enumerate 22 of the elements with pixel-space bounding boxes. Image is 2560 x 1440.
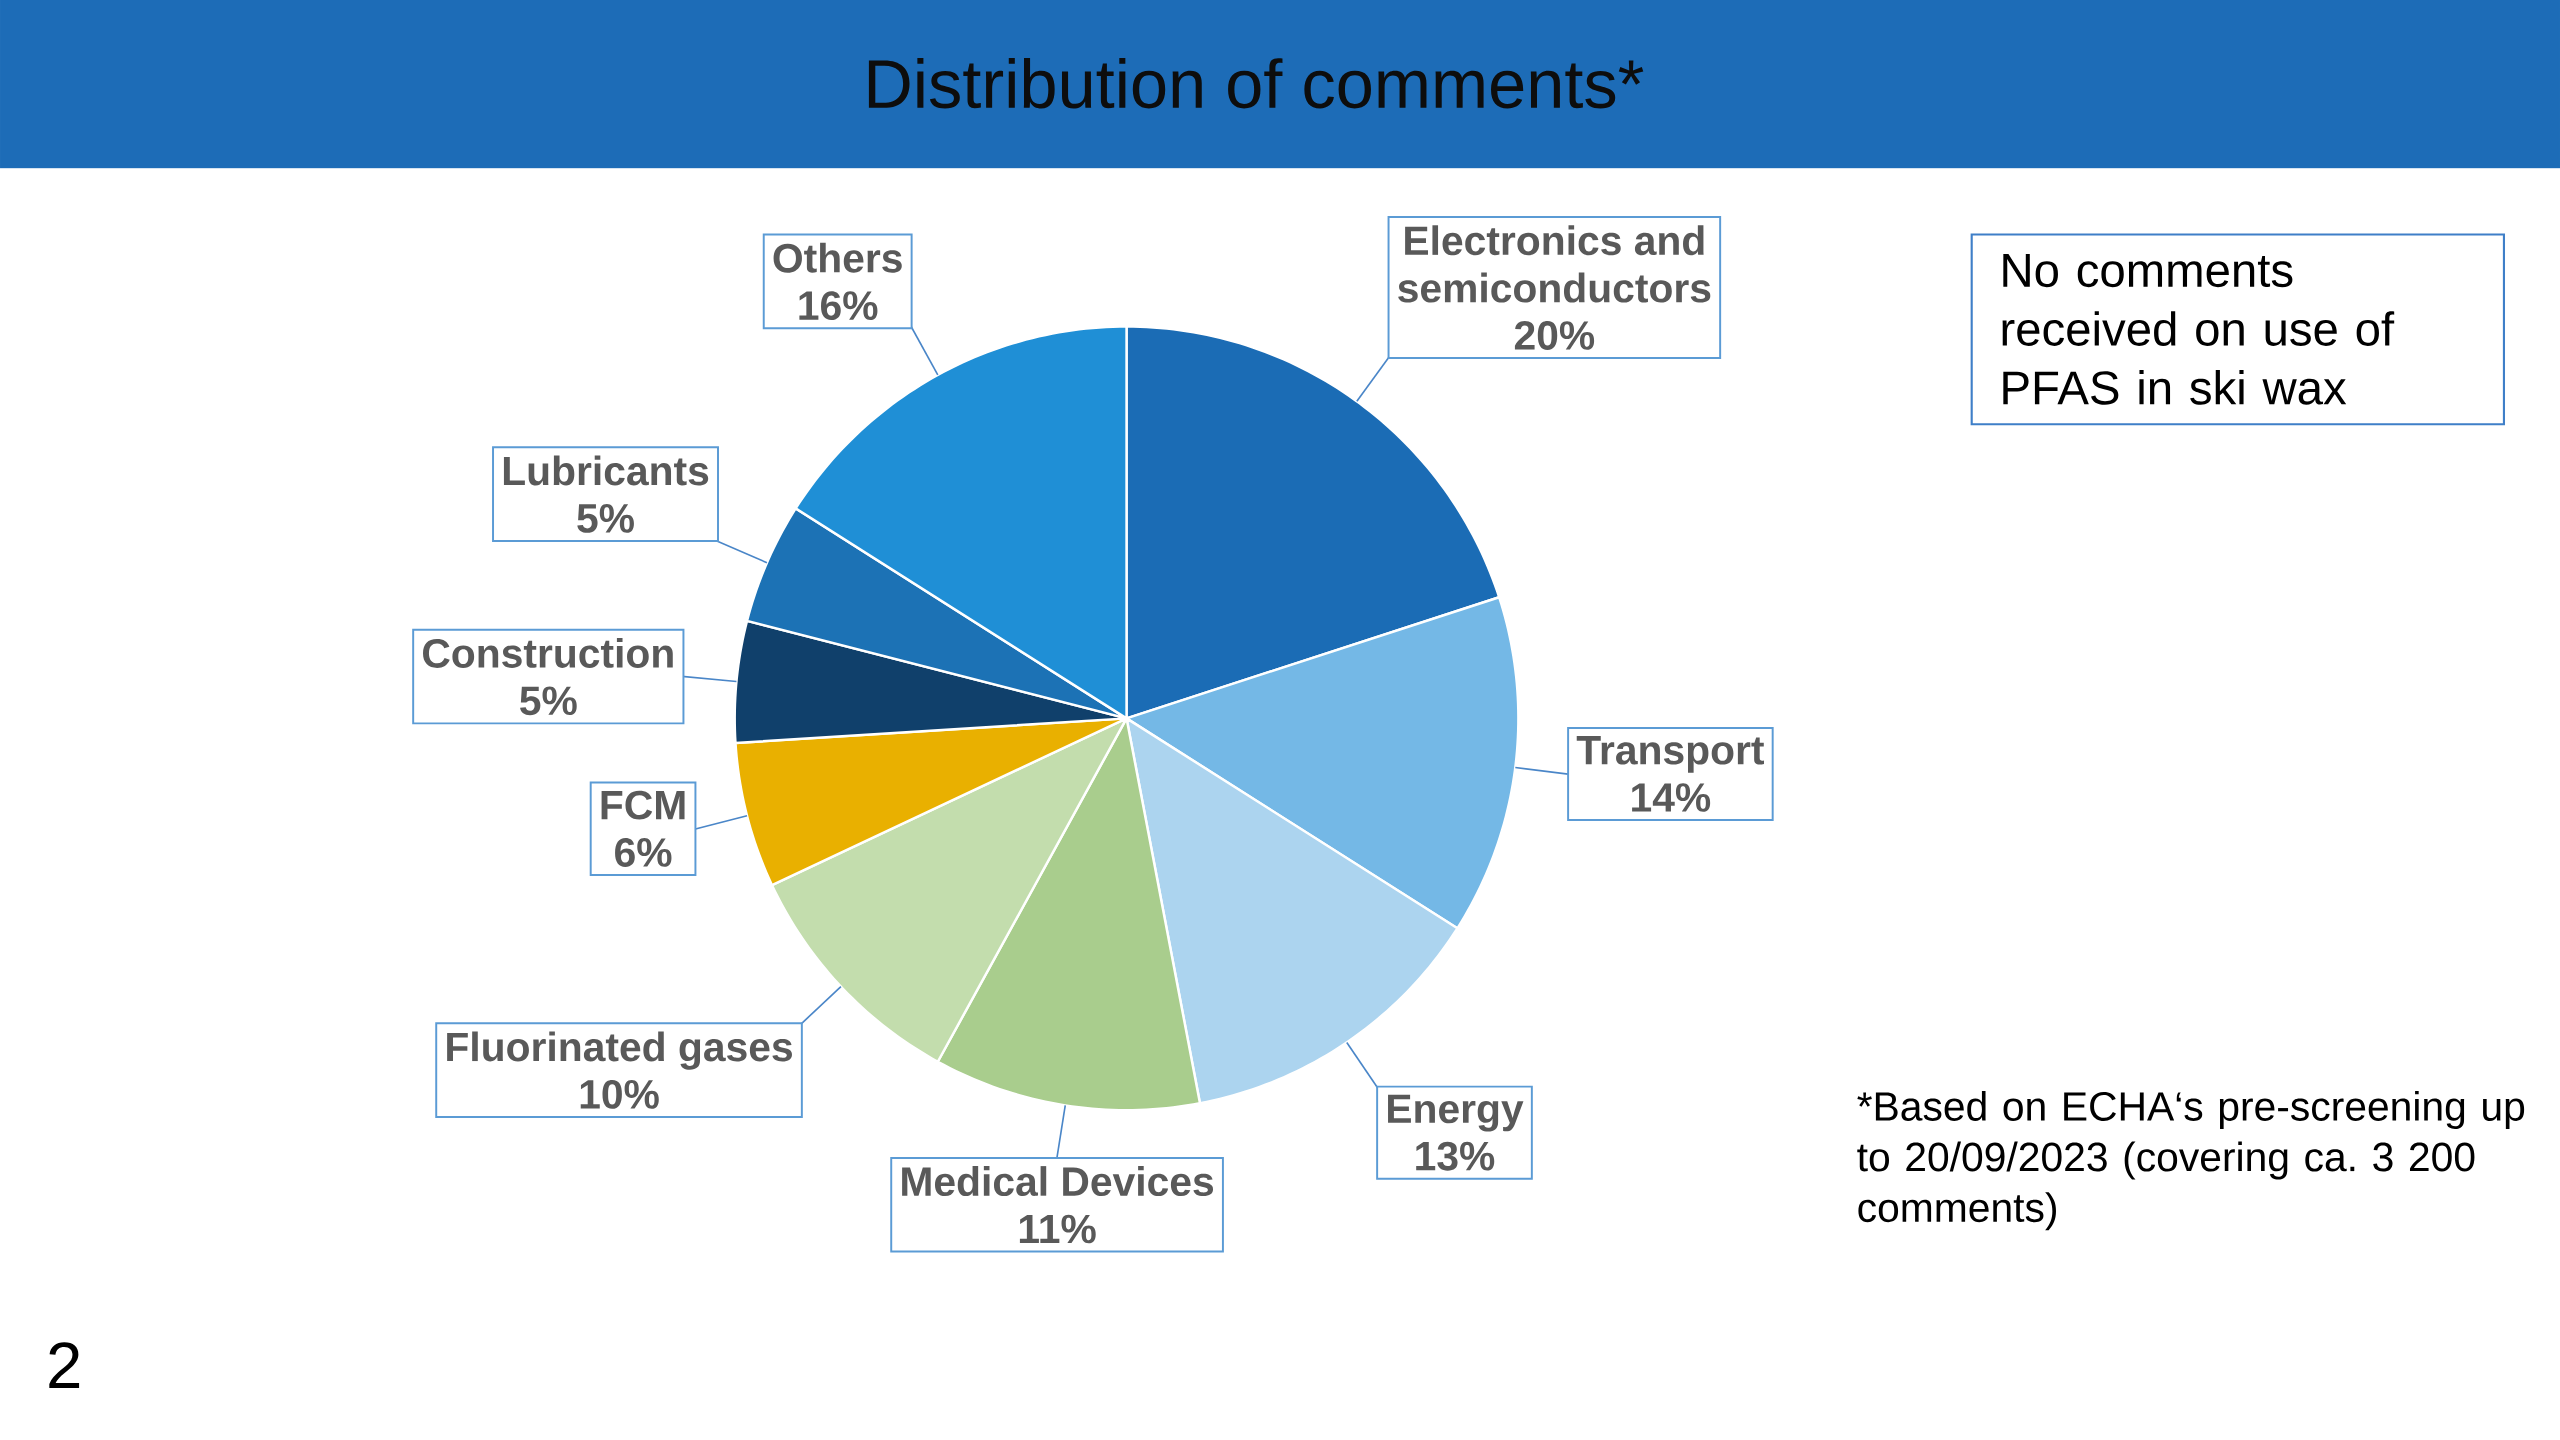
slice-label: Construction [423, 637, 673, 668]
data-label: 5% [520, 686, 577, 716]
slice-label: Fluorinated gases [447, 1031, 792, 1070]
data-label: 13% [1416, 1141, 1495, 1171]
slice-label: Medical Devices [902, 1166, 1214, 1197]
slice-label: Energy [1388, 1094, 1524, 1132]
chart-title: Distribution of comments* [868, 58, 1644, 109]
text: *Based on ECHA‘s pre-screening up to 20/09/2023 (covering ca. 3 200 comments) [1857, 1090, 2525, 1231]
slice-label: Transport [1576, 736, 1765, 773]
data-label: 14% [1632, 783, 1711, 812]
slice-label: FCM [601, 790, 685, 820]
data-label: 5% [577, 504, 634, 533]
slice-label: Electronics and semiconductors [1398, 225, 1711, 303]
slice-label: Lubricants [503, 455, 709, 486]
data-label: 11% [1019, 1214, 1096, 1244]
text: 2 [49, 1342, 80, 1388]
data-label: 16% [799, 291, 878, 321]
slice-label: Others [773, 242, 902, 273]
data-label: 10% [580, 1079, 659, 1109]
data-label: 6% [615, 838, 672, 867]
text: No comments received on use of PFAS in ski wax [2002, 254, 2395, 405]
data-label: 20% [1514, 321, 1595, 350]
